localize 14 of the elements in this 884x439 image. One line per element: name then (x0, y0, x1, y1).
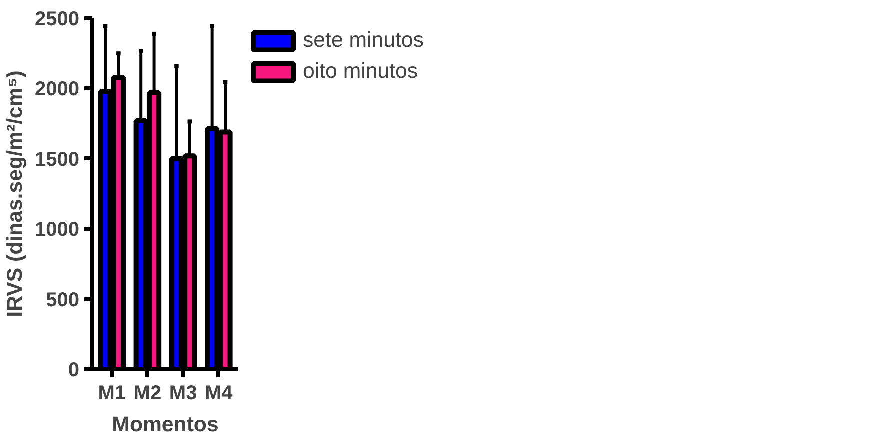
x-tick-label: M3 (169, 382, 198, 404)
x-tick-label: M1 (98, 382, 126, 404)
y-tick-label: 2000 (35, 78, 80, 101)
y-tick-label: 0 (68, 360, 80, 382)
x-axis-title: Momentos (112, 412, 219, 436)
y-tick-label: 1500 (35, 148, 80, 171)
y-tick-label: 500 (46, 289, 80, 312)
x-tick-label: M2 (134, 382, 162, 404)
y-axis-title: IRVS (dinas.seg/m²/cm⁵) (3, 70, 28, 318)
x-tick-label: M4 (205, 382, 234, 404)
legend-label: oito minutos (303, 59, 418, 84)
y-tick-label: 2500 (35, 8, 80, 30)
legend-label: sete minutos (303, 28, 424, 53)
y-tick-label: 1000 (35, 219, 80, 242)
